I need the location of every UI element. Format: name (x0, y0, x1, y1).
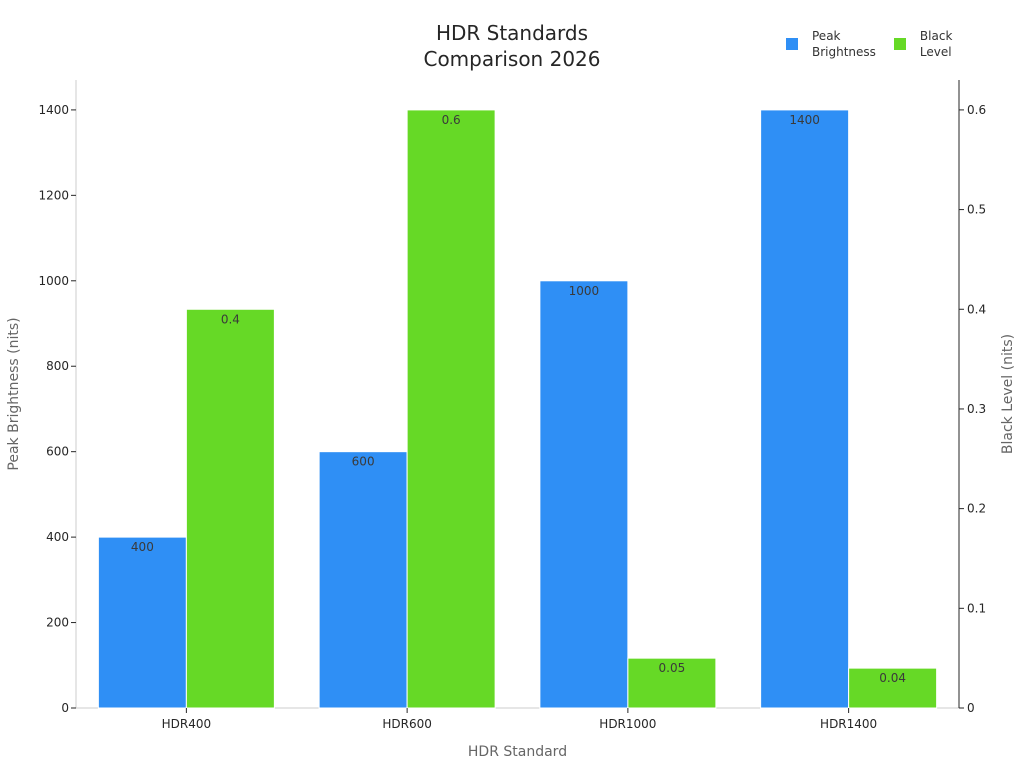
legend-item-black-level[interactable]: Black Level (893, 28, 953, 60)
right-tick-label: 0.5 (967, 203, 986, 217)
left-tick-label: 1200 (38, 188, 69, 202)
bar-peak-brightness[interactable] (97, 536, 187, 709)
left-tick-label: 1000 (38, 274, 69, 288)
x-tick-label: HDR400 (162, 717, 212, 731)
legend-item-peak-brightness[interactable]: Peak Brightness (786, 28, 876, 60)
right-tick-label: 0.6 (967, 103, 986, 117)
legend-label-black-level: Black Level (919, 29, 953, 59)
bar-value-label: 0.04 (879, 671, 906, 685)
right-tick-label: 0.4 (967, 302, 986, 316)
bar-black-level[interactable] (627, 657, 717, 709)
right-tick-label: 0.3 (967, 402, 986, 416)
bar-peak-brightness[interactable] (318, 451, 408, 709)
legend: Peak Brightness Black Level (786, 28, 952, 60)
left-tick-label: 1400 (38, 103, 69, 117)
x-tick-label: HDR600 (382, 717, 432, 731)
x-tick-label: HDR1400 (820, 717, 877, 731)
chart-title: HDR Standards Comparison 2026 (362, 20, 662, 72)
right-tick-label: 0 (967, 701, 975, 715)
right-axis-title: Black Level (nits) (1000, 334, 1016, 454)
right-tick-label: 0.2 (967, 502, 986, 516)
bar-value-label: 600 (352, 455, 375, 469)
left-axis-title: Peak Brightness (nits) (6, 317, 22, 470)
left-tick-label: 400 (46, 530, 69, 544)
bar-black-level[interactable] (185, 308, 275, 709)
right-tick-label: 0.1 (967, 601, 986, 615)
bar-value-label: 400 (131, 540, 154, 554)
left-tick-label: 800 (46, 359, 69, 373)
bar-black-level[interactable] (848, 667, 938, 709)
legend-label-peak-brightness: Peak Brightness (812, 29, 876, 59)
bar-peak-brightness[interactable] (539, 280, 629, 709)
legend-swatch-black-level (893, 38, 906, 50)
bar-value-label: 1000 (569, 284, 600, 298)
bar-peak-brightness[interactable] (760, 109, 850, 709)
bar-value-label: 0.05 (659, 661, 686, 675)
bar-black-level[interactable] (406, 109, 496, 709)
chart-title-line-2: Comparison 2026 (423, 47, 601, 71)
bar-value-label: 1400 (789, 113, 820, 127)
legend-swatch-peak-brightness (786, 38, 798, 50)
x-tick-label: HDR1000 (599, 717, 656, 731)
chart-title-line-1: HDR Standards (435, 21, 589, 45)
x-axis-title: HDR Standard (468, 744, 567, 760)
left-tick-label: 600 (46, 445, 69, 459)
bar-value-label: 0.6 (442, 113, 461, 127)
left-tick-label: 0 (61, 701, 69, 715)
bar-value-label: 0.4 (221, 312, 240, 326)
left-tick-label: 200 (46, 616, 69, 630)
